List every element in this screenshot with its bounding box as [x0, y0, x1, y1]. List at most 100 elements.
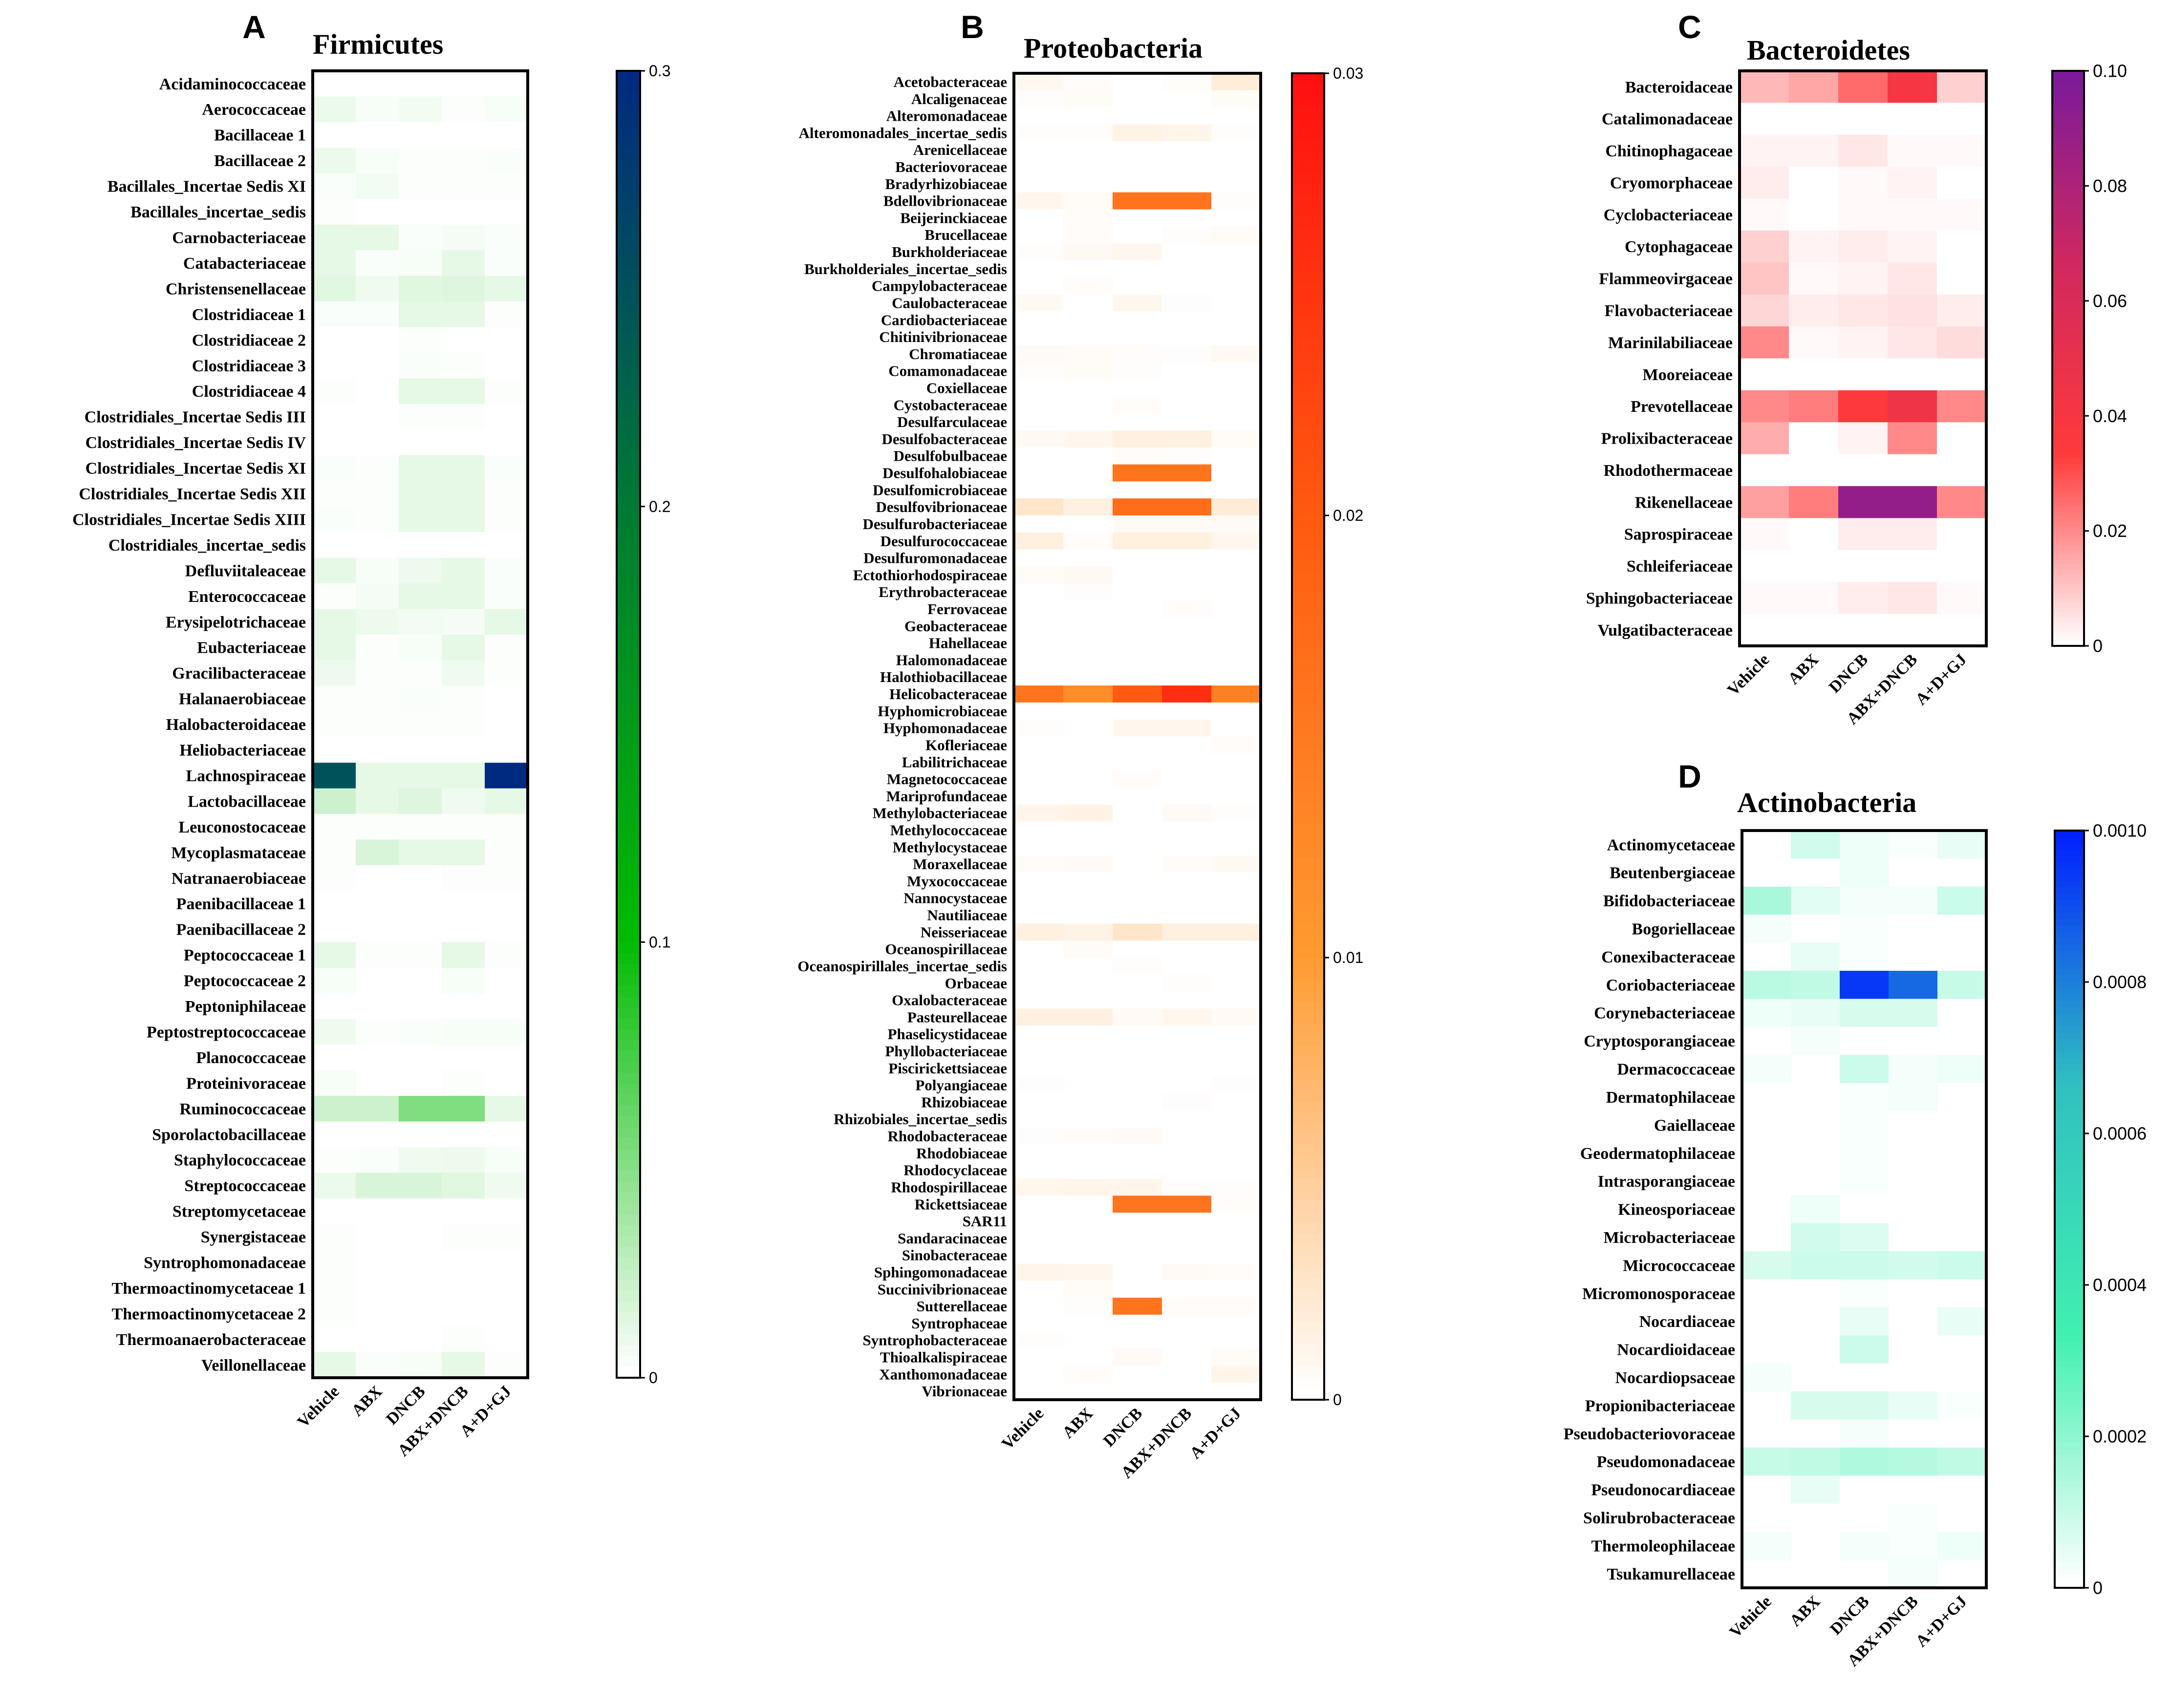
panel-d-colorbar-band [2055, 1417, 2084, 1425]
panel-b-cell [1113, 1076, 1162, 1094]
panel-d-colorbar-band [2055, 1335, 2084, 1343]
panel-a-cell [313, 1198, 356, 1224]
panel-b-cell [1162, 532, 1212, 550]
panel-b-cell [1014, 1314, 1064, 1332]
panel-b-cell [1063, 532, 1113, 550]
panel-c-colorbar-band [2052, 219, 2084, 225]
panel-d-cell [1840, 1363, 1889, 1392]
panel-a-colorbar-band [617, 942, 640, 954]
panel-a-cell [356, 455, 399, 481]
panel-a-colorbar-band [617, 201, 640, 213]
panel-a-cell [442, 352, 485, 379]
panel-d-cell [1840, 1251, 1889, 1280]
panel-a-colorbar-band [617, 1334, 640, 1346]
panel-a-row-label: Syntrophomonadaceae [144, 1254, 306, 1272]
panel-b-cell [1014, 889, 1064, 907]
panel-b-colorbar-band [1292, 272, 1324, 284]
panel-d-colorbar-band [2055, 912, 2084, 919]
panel-d-cell [1791, 1139, 1840, 1168]
panel-a-cell [356, 404, 399, 430]
panel-a-colorbar-band [617, 1356, 640, 1367]
panel-c-colorbar-band [2052, 95, 2084, 100]
panel-a-cell [356, 1173, 399, 1199]
panel-c-colorbar-band [2052, 305, 2084, 311]
panel-a-cell [399, 660, 442, 686]
panel-c-cell [1740, 71, 1789, 103]
panel-b-cell [1014, 1229, 1064, 1247]
panel-d-colorbar-band [2055, 1032, 2084, 1040]
panel-a-cell [399, 839, 442, 866]
panel-d-colorbar-band [2055, 1493, 2084, 1500]
panel-b-colorbar-band [1292, 250, 1324, 262]
panel-b-cell [1014, 277, 1064, 295]
panel-a-cell [356, 1147, 399, 1173]
panel-b-cell [1063, 107, 1113, 125]
panel-d-colorbar-band [2055, 1550, 2084, 1557]
panel-a-frame [311, 69, 529, 1379]
panel-b-cell [1014, 1348, 1064, 1366]
panel-b-cell [1211, 804, 1261, 822]
panel-a-colorbar-band [617, 1171, 640, 1182]
panel-a-colorbar-band [617, 550, 640, 562]
panel-d-cell [1937, 1419, 1987, 1448]
panel-d-cell [1791, 1447, 1840, 1476]
panel-a-cell [313, 429, 356, 456]
panel-b-row-label: Desulfurobacteriaceae [862, 515, 1007, 533]
panel-a-cell [399, 352, 442, 379]
panel-c-cell [1740, 103, 1789, 135]
panel-d-cell [1742, 1419, 1791, 1448]
panel-a-cell [442, 1070, 485, 1096]
panel-b-cell [1162, 1213, 1212, 1230]
panel-d-colorbar-tick-label: 0.0006 [2093, 1124, 2147, 1144]
panel-a-cell [313, 993, 356, 1020]
panel-b-cell [1014, 702, 1064, 720]
panel-a-cell [399, 993, 442, 1020]
panel-d-cell [1937, 1195, 1987, 1224]
panel-d-row-label: Microbacteriaceae [1604, 1229, 1735, 1247]
panel-a-cell [313, 583, 356, 610]
panel-b-row-label: Bradyrhizobiaceae [885, 175, 1007, 192]
panel-b-cell [1014, 294, 1064, 312]
panel-d-cell [1840, 942, 1889, 971]
panel-b-cell [1014, 464, 1064, 482]
panel-b-cell [1211, 1059, 1261, 1077]
panel-b-cell [1063, 328, 1113, 346]
panel-b-cell [1014, 668, 1064, 686]
panel-b-colorbar-band [1292, 427, 1324, 439]
panel-b-cell [1063, 1348, 1113, 1366]
panel-b-cell [1063, 73, 1113, 91]
panel-c-colorbar-band [2052, 171, 2084, 177]
panel-b-cell [1113, 158, 1162, 176]
panel-c-colorbar-band [2052, 555, 2084, 560]
panel-c-colorbar-band [2052, 545, 2084, 551]
panel-c-colorbar-band [2052, 535, 2084, 541]
panel-d-colorbar-tick-label: 0 [2093, 1578, 2103, 1598]
panel-b-colorbar-band [1292, 73, 1324, 85]
panel-b-colorbar-band [1292, 316, 1324, 328]
panel-b-colorbar-band [1292, 869, 1324, 881]
panel-a-cell [313, 276, 356, 302]
panel-a-cell [313, 660, 356, 686]
panel-d-colorbar-band [2055, 1102, 2084, 1109]
panel-b-cell [1162, 209, 1212, 227]
panel-a-cell [356, 1301, 399, 1327]
panel-b-cell [1211, 1213, 1261, 1230]
panel-c-colorbar-band [2052, 626, 2084, 632]
panel-b-cell [1014, 821, 1064, 839]
panel-a-colorbar-band [617, 702, 640, 714]
panel-a-colorbar-band [617, 855, 640, 867]
panel-a-cell [356, 301, 399, 328]
panel-c-colorbar-band [2052, 416, 2084, 422]
panel-c-cell [1888, 614, 1937, 646]
panel-a-cell [399, 1147, 442, 1173]
panel-b-cell [1162, 1366, 1212, 1383]
panel-b-cell [1162, 702, 1212, 720]
panel-a-cell [485, 685, 528, 712]
panel-b-colorbar-band [1292, 593, 1324, 605]
panel-c-colorbar-band [2052, 607, 2084, 613]
panel-b-cell [1063, 958, 1113, 975]
panel-a-colorbar-band [617, 757, 640, 769]
panel-b-row-label: Halomonadaceae [896, 651, 1007, 668]
panel-c-cell [1740, 167, 1789, 199]
panel-d-row-label: Intrasporangiaceae [1598, 1173, 1735, 1191]
